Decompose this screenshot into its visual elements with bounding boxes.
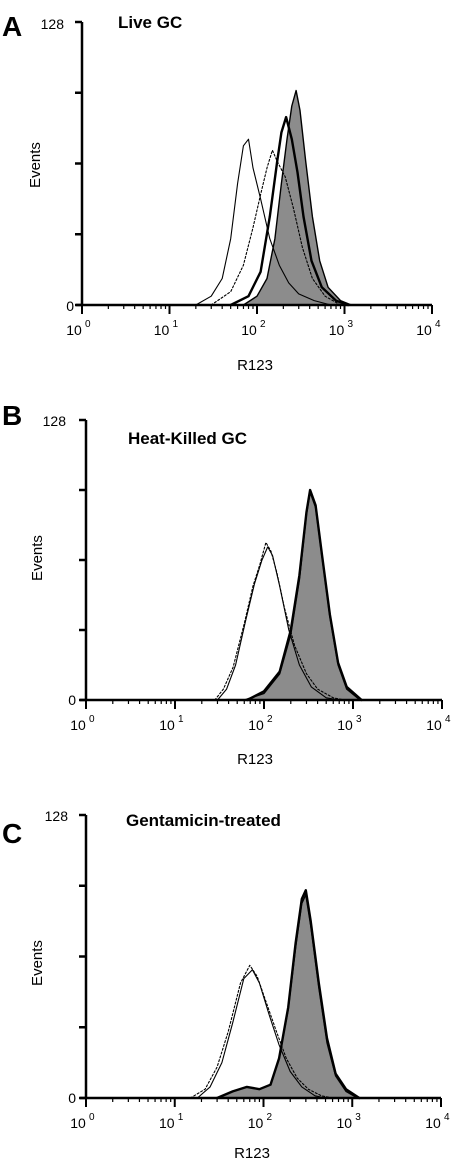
series-filled-gray [243, 491, 361, 701]
panel-label: B [2, 400, 22, 431]
x-axis-label: R123 [234, 1145, 270, 1162]
chart-title: Gentamicin-treated [126, 811, 281, 830]
x-tick-label-exponent: 0 [85, 319, 91, 330]
y-tick-label-min: 0 [66, 298, 74, 314]
x-tick-label: 10 [241, 322, 257, 338]
panel-label: A [2, 11, 22, 42]
y-axis-label: Events [29, 535, 46, 581]
y-tick-label-max: 128 [43, 413, 67, 429]
y-tick-label-max: 128 [45, 808, 69, 824]
x-tick-label: 10 [70, 717, 86, 733]
x-tick-label: 10 [426, 717, 442, 733]
y-axis-label: Events [29, 940, 46, 986]
y-axis-label: Events [27, 142, 44, 188]
x-tick-label: 10 [337, 717, 353, 733]
x-tick-label: 10 [154, 322, 170, 338]
x-tick-label-exponent: 1 [178, 714, 184, 725]
x-tick-label: 10 [425, 1115, 441, 1131]
plot-area [75, 20, 433, 314]
x-tick-label: 10 [66, 322, 82, 338]
x-tick-label-exponent: 2 [267, 1112, 273, 1123]
panel-label: C [2, 818, 22, 849]
chart-title: Heat-Killed GC [128, 429, 247, 448]
x-tick-label-exponent: 4 [444, 1112, 450, 1123]
series-thin-solid [216, 546, 340, 701]
x-tick-labels: 10 0 10 1 10 2 10 3 10 4 [66, 319, 441, 338]
x-tick-label: 10 [336, 1115, 352, 1131]
series-thin-solid [196, 969, 327, 1099]
plot-area [79, 813, 442, 1107]
x-tick-label-exponent: 0 [89, 714, 95, 725]
chart-title: Live GC [118, 13, 182, 32]
x-tick-labels: 10 0 10 1 10 2 10 3 10 4 [70, 714, 451, 733]
x-tick-label-exponent: 0 [89, 1112, 95, 1123]
y-tick-label-min: 0 [68, 692, 76, 708]
x-tick-label: 10 [159, 717, 175, 733]
series-filled-gray [242, 89, 353, 306]
panel-b: B Heat-Killed GC Events R123 128 0 10 0 10… [2, 400, 451, 768]
series-thick-solid [215, 889, 361, 1100]
x-tick-label: 10 [248, 1115, 264, 1131]
x-tick-label-exponent: 2 [267, 714, 273, 725]
x-tick-label-exponent: 2 [260, 319, 266, 330]
x-tick-label-exponent: 4 [445, 714, 451, 725]
series-dotted [214, 541, 345, 701]
x-tick-label-exponent: 3 [348, 319, 354, 330]
x-tick-labels: 10 0 10 1 10 2 10 3 10 4 [70, 1112, 450, 1131]
series-dotted [210, 149, 342, 306]
panel-c: C Gentamicin-treated Events R123 128 0 1… [2, 808, 450, 1162]
x-tick-label-exponent: 3 [356, 714, 362, 725]
series-thick-solid [229, 115, 350, 307]
x-tick-label: 10 [416, 322, 432, 338]
series-thin-solid [195, 138, 332, 306]
y-tick-label-max: 128 [41, 16, 65, 32]
x-tick-label-exponent: 1 [178, 1112, 184, 1123]
x-tick-label: 10 [159, 1115, 175, 1131]
x-axis-label: R123 [237, 751, 273, 768]
x-tick-label-exponent: 3 [355, 1112, 361, 1123]
series-filled-gray [216, 893, 359, 1099]
plot-area [79, 418, 443, 709]
series-thick-solid [246, 488, 363, 702]
x-tick-label: 10 [329, 322, 345, 338]
x-tick-label: 10 [70, 1115, 86, 1131]
y-tick-label-min: 0 [68, 1090, 76, 1106]
x-tick-label-exponent: 4 [435, 319, 441, 330]
x-tick-label-exponent: 1 [173, 319, 179, 330]
x-axis-label: R123 [237, 357, 273, 374]
x-tick-label: 10 [248, 717, 264, 733]
panel-a: A Live GC Events R123 128 0 10 0 10 1 10 2 10 3… [2, 11, 441, 374]
